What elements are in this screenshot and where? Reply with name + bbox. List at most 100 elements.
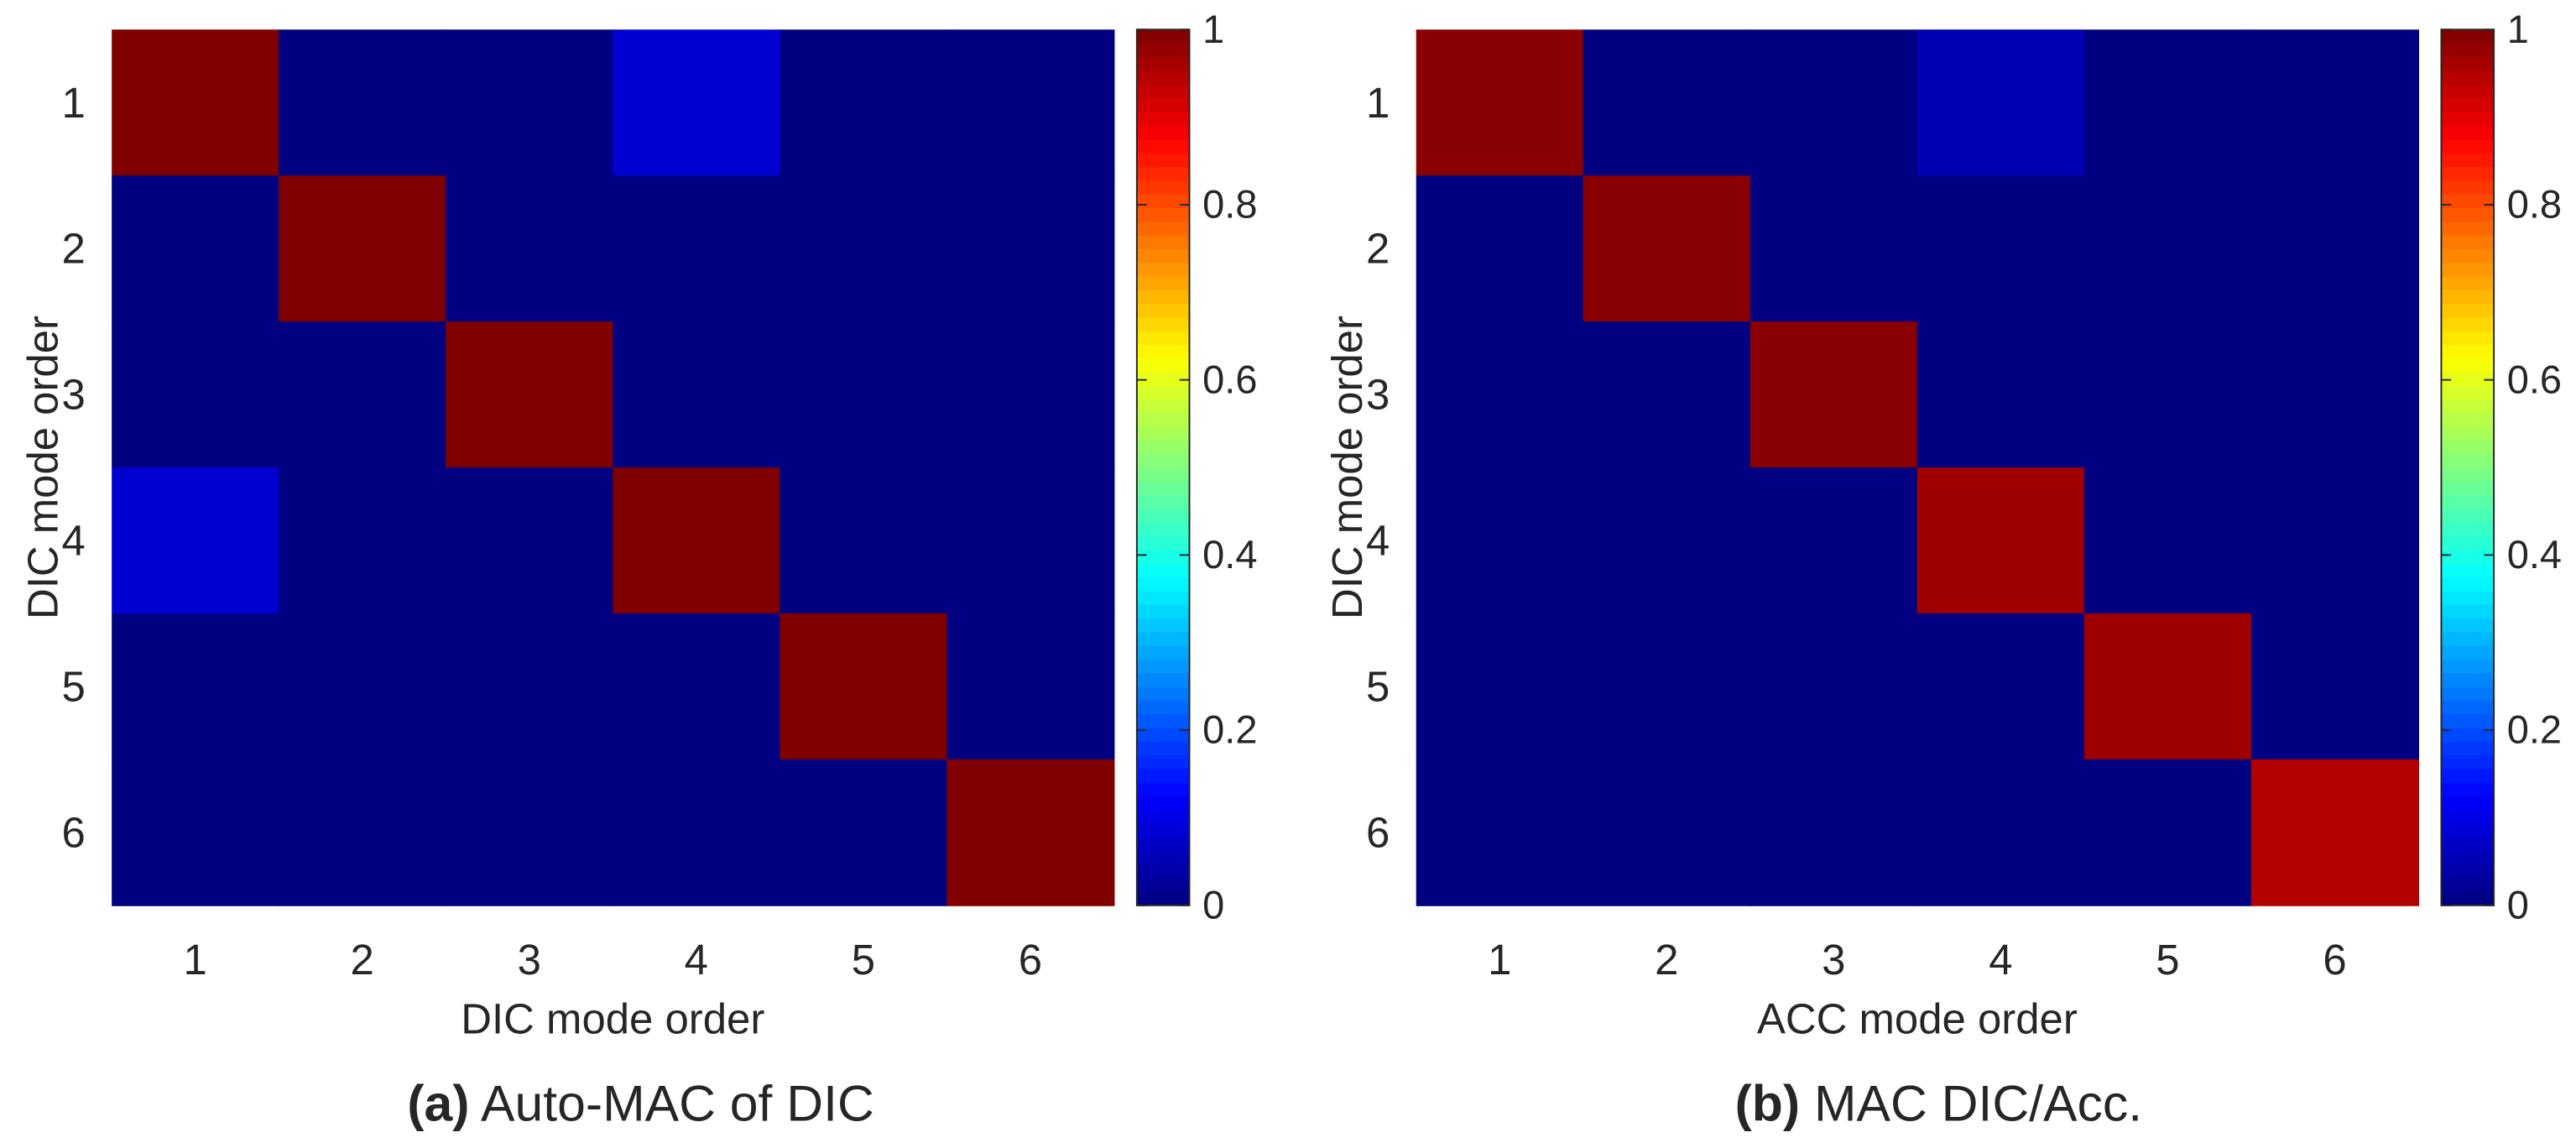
colorbar-segment <box>2441 727 2495 742</box>
colorbar-segment <box>2441 166 2495 181</box>
colorbar-segment <box>1136 713 1190 728</box>
colorbar-segment <box>1136 29 1190 44</box>
heatmap-cell <box>2250 613 2420 760</box>
heatmap-cell <box>2250 175 2420 323</box>
colorbar-segment <box>1136 166 1190 181</box>
heatmap-cell <box>613 759 781 906</box>
colorbar-frame <box>1135 29 1191 906</box>
y-tick-label: 1 <box>1366 79 1390 127</box>
heatmap-cell <box>279 29 447 177</box>
colorbar-segment <box>1136 453 1190 468</box>
y-tick-label: 5 <box>61 663 85 711</box>
colorbar-segment <box>2441 412 2495 427</box>
heatmap-cell <box>780 467 948 614</box>
colorbar-segment <box>1136 290 1190 305</box>
colorbar-segment <box>2441 84 2495 99</box>
heatmap-cell <box>2083 175 2252 323</box>
colorbar-segment <box>1136 618 1190 633</box>
colorbar-segment <box>2441 453 2495 468</box>
colorbar-segment <box>1136 864 1190 879</box>
colorbar-segment <box>1136 659 1190 674</box>
colorbar-segment <box>1136 850 1190 865</box>
heatmap-cell <box>1749 759 1918 906</box>
heatmap-cell <box>780 613 948 760</box>
panel-tag: (a) <box>407 1074 469 1131</box>
colorbar-segment <box>1136 234 1190 249</box>
colorbar-segment <box>1136 357 1190 373</box>
heatmap-cell <box>1916 175 2085 323</box>
colorbar-segment <box>1136 563 1190 578</box>
heatmap-cell <box>1416 613 1584 760</box>
colorbar-segment <box>2441 43 2495 58</box>
heatmap-cell <box>279 759 447 906</box>
colorbar-segment <box>2441 631 2495 646</box>
colorbar-segment <box>2441 440 2495 455</box>
colorbar-segment <box>2441 56 2495 71</box>
colorbar-segment <box>2441 262 2495 277</box>
heatmap-cell <box>112 759 280 906</box>
x-axis-label: ACC mode order <box>1757 995 2078 1043</box>
colorbar-segment <box>2441 522 2495 537</box>
heatmap-cell <box>1583 613 1751 760</box>
colorbar-tick-label: 0.6 <box>2507 357 2562 401</box>
colorbar-segment <box>2441 316 2495 331</box>
y-tick-label: 6 <box>61 808 85 856</box>
colorbar-segment <box>1136 84 1190 99</box>
colorbar-segment <box>1136 467 1190 483</box>
x-tick-label: 3 <box>1822 936 1845 984</box>
colorbar-segment <box>1136 344 1190 359</box>
heatmap-cell <box>446 467 614 614</box>
colorbar-segment <box>2441 700 2495 715</box>
colorbar-segment <box>1136 56 1190 71</box>
colorbar-segment <box>2441 494 2495 509</box>
panel-tag: (b) <box>1735 1074 1800 1131</box>
heatmap-cell <box>613 321 781 469</box>
colorbar-segment <box>1136 631 1190 646</box>
colorbar-segment <box>1136 221 1190 236</box>
colorbar-segment <box>1136 180 1190 195</box>
colorbar-segment <box>2441 672 2495 687</box>
colorbar-segment <box>1136 440 1190 455</box>
heatmap-cell <box>1916 29 2085 177</box>
colorbar-segment <box>2441 399 2495 414</box>
colorbar-segment <box>1136 822 1190 838</box>
heatmap-cell <box>1916 467 2085 614</box>
colorbar-segment <box>1136 577 1190 592</box>
x-tick-label: 4 <box>685 936 708 984</box>
colorbar-tick-label: 0.2 <box>2507 707 2562 752</box>
colorbar-segment <box>2441 577 2495 592</box>
colorbar-segment <box>1136 549 1190 564</box>
colorbar-segment <box>2441 180 2495 195</box>
colorbar-segment <box>1136 535 1190 551</box>
colorbar-segment <box>2441 344 2495 359</box>
heatmap-cell <box>1749 29 1918 177</box>
colorbar-segment <box>2441 371 2495 386</box>
panel-caption: (a) Auto-MAC of DIC <box>407 1074 873 1131</box>
heatmap-cell <box>2083 321 2252 469</box>
colorbar-tick-label: 0.8 <box>2507 182 2562 227</box>
heatmap-cell <box>780 29 948 177</box>
heatmap-cell <box>112 467 280 614</box>
heatmap-cell <box>446 321 614 469</box>
colorbar-segment <box>2441 152 2495 168</box>
colorbar-segment <box>2441 207 2495 222</box>
colorbar-segment <box>2441 481 2495 496</box>
colorbar-segment <box>2441 357 2495 373</box>
colorbar-tick-label: 0.4 <box>2507 532 2562 577</box>
colorbar-segment <box>1136 700 1190 715</box>
colorbar-segment <box>2441 275 2495 290</box>
colorbar-tick-label: 0 <box>2507 882 2529 926</box>
heatmap-cell <box>1416 175 1584 323</box>
colorbar-frame <box>2440 29 2495 906</box>
colorbar-segment <box>1136 316 1190 331</box>
colorbar-segment <box>1136 768 1190 783</box>
heatmap-cell <box>1416 321 1584 469</box>
colorbar-segment <box>2441 303 2495 318</box>
heatmap-cell <box>1583 759 1751 906</box>
heatmap-cell <box>1583 29 1751 177</box>
colorbar-segment <box>2441 768 2495 783</box>
colorbar-segment <box>2441 604 2495 619</box>
colorbar-segment <box>1136 275 1190 290</box>
y-axis-label: DIC mode order <box>1323 316 1371 619</box>
heatmap-cell <box>112 175 280 323</box>
